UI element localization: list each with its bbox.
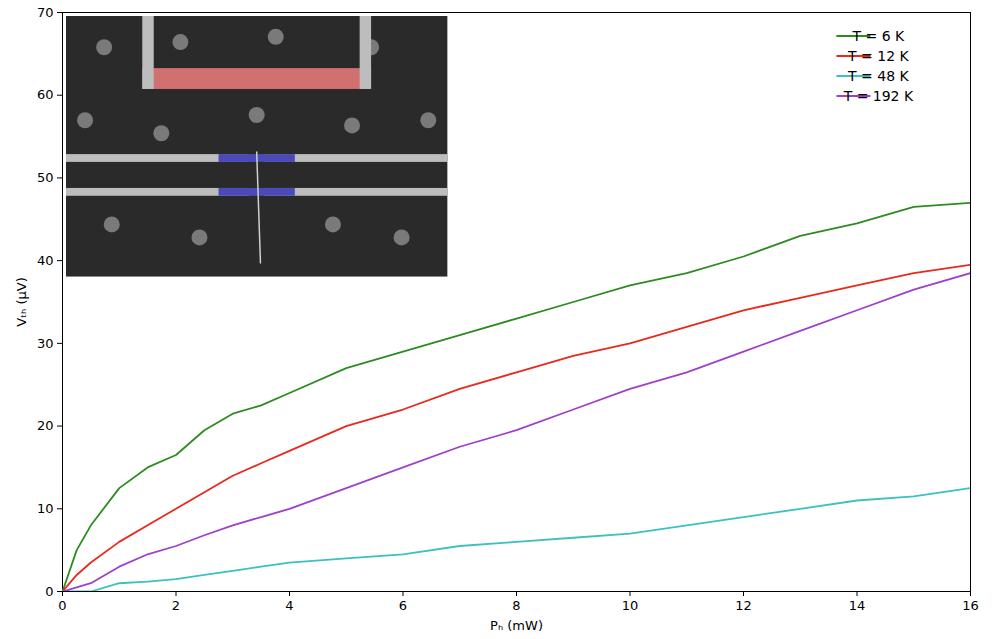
svg-text:6: 6 [399,598,407,613]
svg-text:14: 14 [849,598,866,613]
svg-text:8: 8 [512,598,520,613]
svg-text:10: 10 [622,598,639,613]
svg-text:10: 10 [37,501,54,516]
svg-text:0: 0 [45,584,53,599]
svg-text:40: 40 [37,253,54,268]
svg-text:T = 12 K: T = 12 K [847,48,909,64]
svg-text:20: 20 [37,418,54,433]
svg-text:Pₕ (mW): Pₕ (mW) [490,618,543,633]
svg-text:16: 16 [962,598,979,613]
svg-text:30: 30 [37,336,54,351]
svg-text:T = 6 K: T = 6 K [852,28,906,44]
svg-text:60: 60 [37,87,54,102]
svg-text:T = 192 K: T = 192 K [843,88,914,104]
svg-text:4: 4 [285,598,293,613]
svg-text:T = 48 K: T = 48 K [847,68,909,84]
svg-text:12: 12 [735,598,752,613]
svg-text:0: 0 [58,598,66,613]
svg-text:Vₜₕ (µV): Vₜₕ (µV) [14,277,29,326]
svg-text:70: 70 [37,5,54,20]
svg-text:50: 50 [37,170,54,185]
svg-text:2: 2 [172,598,180,613]
